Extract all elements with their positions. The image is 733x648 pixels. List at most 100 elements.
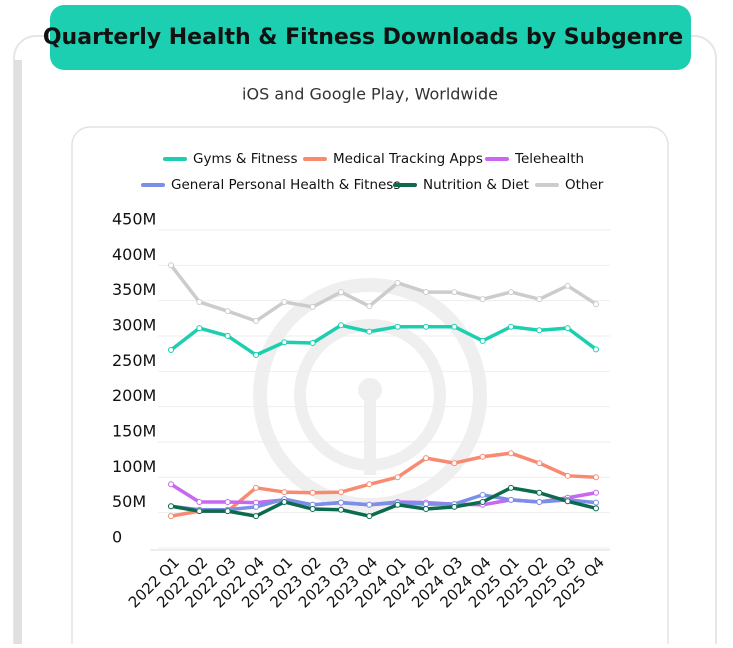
data-point [536, 489, 543, 496]
card-edge [14, 60, 22, 648]
y-tick-label: 100M [112, 457, 156, 476]
data-point [366, 481, 373, 488]
data-point [593, 346, 599, 353]
data-point [253, 513, 259, 520]
data-point [423, 289, 429, 296]
data-point [309, 303, 316, 310]
y-tick-label: 150M [112, 422, 156, 441]
legend-label: Medical Tracking Apps [333, 151, 483, 167]
series-line [170, 493, 597, 512]
data-point [536, 296, 543, 303]
data-point [366, 328, 373, 335]
chart-subtitle: iOS and Google Play, Worldwide [242, 85, 498, 104]
data-point [338, 322, 344, 329]
data-point [309, 489, 316, 496]
data-point [479, 491, 486, 498]
data-point [564, 325, 571, 332]
data-point [338, 489, 344, 496]
data-point [366, 501, 373, 508]
data-point [224, 332, 231, 339]
data-point [196, 325, 203, 332]
data-point [451, 460, 458, 467]
data-point [281, 339, 288, 346]
data-point [593, 505, 599, 512]
data-point [564, 472, 571, 479]
data-point [394, 323, 401, 330]
plot-card [71, 126, 669, 648]
data-point [338, 289, 344, 296]
data-point [224, 498, 231, 505]
data-point [451, 289, 458, 296]
data-point [423, 323, 429, 330]
data-point [508, 484, 514, 491]
chart-title: Quarterly Health & Fitness Downloads by … [43, 25, 683, 50]
data-point [564, 282, 571, 289]
data-point [253, 484, 259, 491]
data-point [423, 501, 429, 508]
data-point [196, 508, 203, 515]
data-point [564, 498, 571, 505]
data-point [508, 289, 514, 296]
data-point [366, 303, 373, 310]
data-point [451, 323, 458, 330]
title-banner [50, 5, 691, 70]
data-point [196, 498, 203, 505]
data-point [394, 474, 401, 481]
data-point [168, 513, 174, 520]
legend-label: Telehealth [514, 151, 584, 167]
y-tick-label: 250M [112, 351, 156, 370]
data-point [366, 513, 373, 520]
data-point [593, 489, 599, 496]
data-point [224, 308, 231, 315]
data-point [196, 298, 203, 305]
data-point [593, 499, 599, 506]
legend-label: Nutrition & Diet [423, 177, 529, 193]
data-point [253, 503, 259, 510]
y-tick-label: 200M [112, 386, 156, 405]
legend-label: General Personal Health & Fitness [171, 177, 400, 193]
data-point [479, 498, 486, 505]
y-tick-label: 400M [112, 245, 156, 264]
data-point [536, 327, 543, 334]
data-point [593, 474, 599, 481]
data-point [168, 481, 174, 488]
legend-label: Gyms & Fitness [193, 151, 298, 167]
data-point [423, 455, 429, 462]
data-point [508, 450, 514, 457]
series-line [170, 486, 597, 518]
data-point [508, 323, 514, 330]
y-tick-label: 50M [112, 492, 146, 511]
data-point [338, 506, 344, 513]
data-point [479, 453, 486, 460]
data-point [536, 498, 543, 505]
data-point [309, 339, 316, 346]
series-line [170, 451, 597, 518]
data-point [593, 301, 599, 308]
data-point [281, 498, 288, 505]
series-line [169, 264, 597, 323]
data-point [536, 460, 543, 467]
data-point [253, 318, 259, 325]
y-tick-label: 300M [112, 316, 156, 335]
data-point [309, 506, 316, 513]
data-point [479, 337, 486, 344]
data-point [338, 499, 344, 506]
y-tick-label: 350M [112, 280, 156, 299]
data-point [281, 489, 288, 496]
data-point [253, 351, 259, 358]
data-point [451, 503, 458, 510]
data-point [224, 508, 231, 515]
series-line [169, 323, 598, 357]
data-point [394, 279, 401, 286]
data-point [168, 347, 174, 354]
data-point [168, 262, 174, 269]
legend-label: Other [565, 177, 604, 193]
data-point [394, 501, 401, 508]
y-tick-label: 0 [112, 528, 122, 547]
data-point [423, 506, 429, 513]
data-point [508, 496, 514, 503]
y-tick-label: 450M [112, 210, 156, 229]
data-point [479, 296, 486, 303]
data-point [168, 503, 174, 510]
